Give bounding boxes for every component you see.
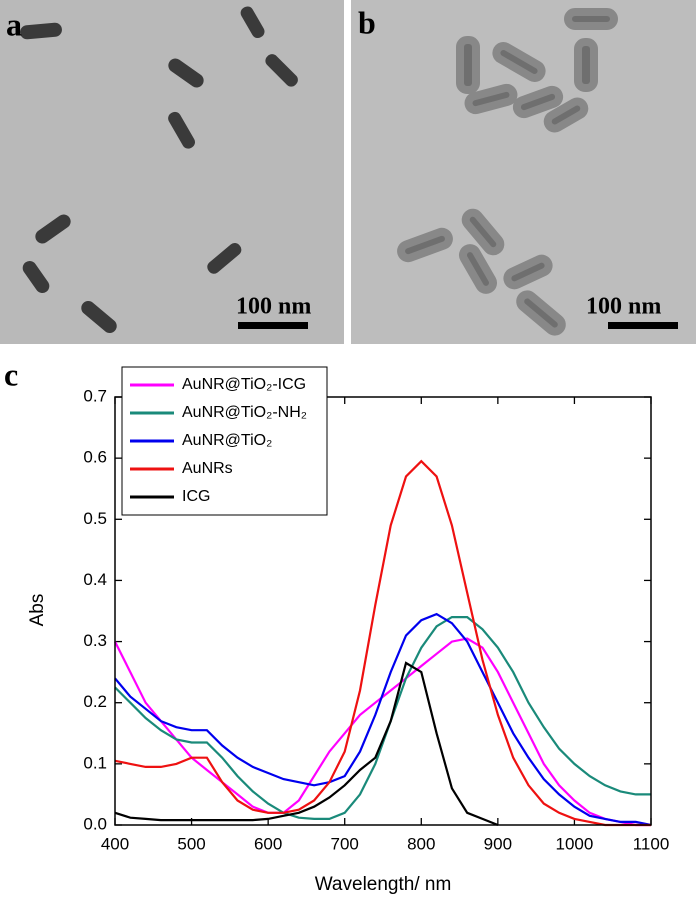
x-tick-label: 400	[101, 834, 129, 853]
y-tick-label: 0.7	[83, 386, 107, 405]
y-tick-label: 0.1	[83, 753, 107, 772]
legend-label: ICG	[182, 488, 210, 505]
data-line	[114, 612, 652, 827]
x-tick-label: 1000	[556, 834, 594, 853]
x-tick-label: 600	[254, 834, 282, 853]
scale-bar-label: 100 nm	[236, 294, 311, 320]
x-tick-label: 800	[407, 834, 435, 853]
legend-box	[121, 366, 328, 516]
y-tick-label: 0.5	[83, 509, 107, 528]
x-tick-label: 900	[484, 834, 512, 853]
data-line	[114, 459, 651, 827]
panel-label: b	[358, 4, 376, 40]
y-tick-label: 0.3	[83, 631, 107, 650]
scale-bar-label: 100 nm	[586, 294, 661, 320]
x-axis-label: Wavelength/ nm	[315, 874, 452, 895]
data-line	[114, 661, 499, 827]
data-line	[114, 616, 651, 820]
panel-label: c	[4, 356, 18, 392]
panel-label: a	[6, 6, 22, 42]
tem-image-b	[351, 0, 696, 344]
legend-label: AuNR@TiO₂-ICG	[182, 376, 306, 393]
data-line	[114, 637, 651, 827]
y-tick-label: 0.6	[83, 448, 107, 467]
x-tick-label: 1100	[633, 834, 670, 853]
legend-label: AuNR@TiO₂-NH₂	[182, 404, 307, 421]
y-tick-label: 0.0	[83, 814, 107, 833]
y-tick-label: 0.4	[83, 570, 107, 589]
legend-label: AuNRs	[182, 460, 233, 477]
x-tick-label: 500	[177, 834, 205, 853]
legend-label: AuNR@TiO₂	[182, 432, 272, 449]
y-axis-label: Abs	[27, 594, 48, 627]
x-tick-label: 700	[331, 834, 359, 853]
tem-image-a	[0, 0, 344, 344]
y-tick-label: 0.2	[83, 692, 107, 711]
plot-frame	[114, 396, 652, 826]
